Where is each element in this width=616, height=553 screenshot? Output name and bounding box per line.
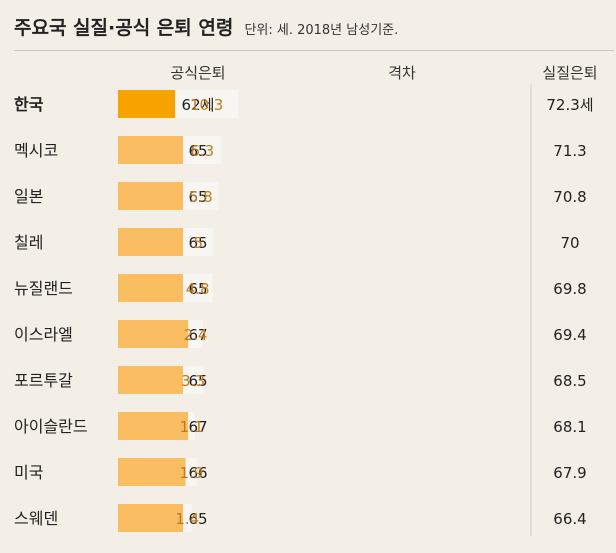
gap-value-label: 1.1 [180,418,204,436]
official-value-label: 65 [188,188,207,206]
gap-value-label: 5 [194,234,204,252]
effective-value-label: 70.8 [553,188,586,206]
category-label: 한국 [14,95,44,114]
effective-value-label: 68.5 [553,372,586,390]
official-bar [118,136,183,164]
official-value-label: 67 [188,326,207,344]
official-value-label: 65 [188,142,207,160]
header-divider [14,50,614,51]
column-divider [530,84,532,536]
gap-bar [175,90,239,118]
gap-bar [183,274,213,302]
effective-value-label: 68.1 [553,418,586,436]
gap-value-label: 1.4 [175,510,199,528]
official-bar [118,412,189,440]
effective-value-label: 69.8 [553,280,586,298]
gap-value-label: 4.8 [186,280,210,298]
column-header-effective: 실질은퇴 [542,64,598,82]
gap-value-label: 1.9 [179,464,203,482]
official-value-label: 62세 [182,96,215,114]
category-label: 미국 [14,463,43,482]
gap-bar [183,504,192,532]
category-label: 칠레 [14,233,43,252]
gap-bar [183,228,214,256]
gap-bar [183,366,204,394]
category-label: 스웨덴 [14,509,58,528]
category-label: 뉴질랜드 [14,279,73,298]
category-label: 멕시코 [14,141,58,160]
effective-value-label: 71.3 [553,142,586,160]
official-value-label: 67 [188,418,207,436]
official-bar [118,274,183,302]
official-value-label: 65 [188,234,207,252]
column-header-gap: 격차 [388,64,416,82]
gap-bar [183,136,222,164]
official-bar [118,366,183,394]
official-bar [118,182,183,210]
gap-value-label: 3.3 [181,372,205,390]
effective-value-label: 66.4 [553,510,586,528]
category-label: 이스라엘 [14,325,73,344]
official-value-label: 66 [188,464,207,482]
official-bar [118,504,183,532]
official-bar [118,320,189,348]
column-header-official: 공식은퇴 [170,64,226,82]
chart-header: 주요국 실질·공식 은퇴 연령 단위: 세. 2018년 남성기준. [14,13,398,40]
official-bar [118,458,186,486]
category-label: 포르투갈 [14,371,73,390]
official-bar [118,228,183,256]
effective-value-label: 72.3세 [546,96,593,114]
gap-value-label: 2.4 [184,326,208,344]
gap-bar [183,182,219,210]
category-label: 일본 [14,187,43,206]
gap-value-label: 6.3 [190,142,214,160]
gap-bar [185,458,198,486]
official-value-label: 65 [188,372,207,390]
gap-bar [188,412,195,440]
effective-value-label: 67.9 [553,464,586,482]
category-label: 아이슬란드 [14,417,88,436]
effective-value-label: 69.4 [553,326,586,344]
chart-title: 주요국 실질·공식 은퇴 연령 [14,17,234,39]
gap-value-label: 10.3 [190,96,223,114]
gap-bar [188,320,203,348]
official-bar [118,90,176,118]
gap-value-label: 5.8 [189,188,213,206]
effective-value-label: 70 [560,234,579,252]
official-value-label: 65 [188,510,207,528]
chart-subtitle: 단위: 세. 2018년 남성기준. [244,23,399,38]
official-value-label: 65 [188,280,207,298]
